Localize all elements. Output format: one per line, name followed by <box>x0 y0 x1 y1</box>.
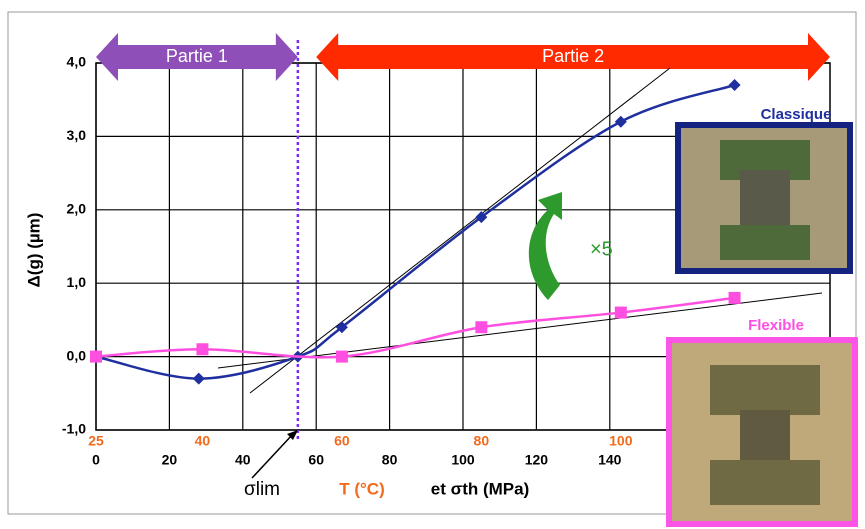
x-tick-label: 120 <box>525 452 549 468</box>
y-tick-label: 1,0 <box>67 274 87 290</box>
phase-arrow <box>96 33 298 81</box>
y-tick-label: -1,0 <box>62 421 86 437</box>
legend-label: Classique <box>761 106 832 123</box>
marker <box>192 372 205 385</box>
phase-label: Partie 1 <box>166 46 228 66</box>
x-tick-label: 20 <box>162 452 178 468</box>
x-tick-label: 80 <box>382 452 398 468</box>
temperature-tick-label: 25 <box>88 433 104 449</box>
marker <box>90 350 102 363</box>
y-tick-label: 2,0 <box>67 201 87 217</box>
pointer-head <box>287 430 298 440</box>
temperature-tick-label: 40 <box>195 433 211 449</box>
temperature-tick-label: 100 <box>609 433 633 449</box>
marker <box>728 79 741 92</box>
marker <box>614 306 627 319</box>
x-tick-label: 40 <box>235 452 251 468</box>
y-axis-label: Δ(g) (µm) <box>24 213 43 288</box>
legend: Classique Flexible <box>748 106 831 334</box>
tangent-line <box>217 292 823 369</box>
marker <box>475 321 488 334</box>
phases: Partie 1 Partie 2 <box>96 33 830 81</box>
photo-detail <box>720 225 810 260</box>
legend-label: Flexible <box>748 317 804 334</box>
photo-classique <box>675 122 853 274</box>
x-tick-label: 0 <box>92 452 100 468</box>
y-tick-label: 0,0 <box>67 347 87 363</box>
y-tick-label: 3,0 <box>67 127 87 143</box>
marker <box>728 291 741 304</box>
series <box>90 79 741 385</box>
x-tick-label: 100 <box>451 452 475 468</box>
x-tick-label: 60 <box>308 452 324 468</box>
ratio-arrow <box>528 192 562 300</box>
photo-detail <box>710 365 820 415</box>
temperature-tick-label: 80 <box>474 433 490 449</box>
marker <box>196 343 209 356</box>
x-label-part: et σth (MPa) <box>431 479 530 498</box>
photo-detail <box>710 460 820 505</box>
phase-label: Partie 2 <box>542 46 604 66</box>
y-tick-label: 4,0 <box>67 54 87 70</box>
marker <box>614 115 627 128</box>
series-line <box>95 296 735 359</box>
photo-flexible <box>666 337 858 527</box>
x-tick-label: 140 <box>598 452 622 468</box>
marker <box>335 321 348 334</box>
temperature-tick-label: 60 <box>334 433 350 449</box>
pointer-arrow <box>251 433 294 479</box>
tangent-line <box>249 67 671 394</box>
x-label-part: σlim <box>244 479 280 500</box>
ratio-label: ×5 <box>590 238 613 260</box>
phase-arrow <box>316 33 830 81</box>
marker <box>475 211 488 224</box>
marker <box>335 350 348 363</box>
x-label-part: T (°C) <box>339 479 385 498</box>
